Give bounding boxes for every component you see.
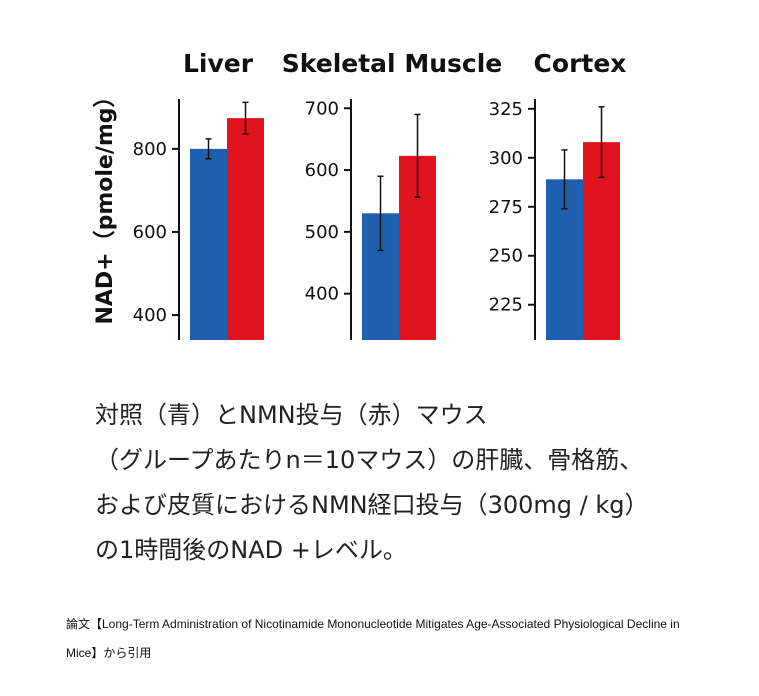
panel-title: Skeletal Muscle xyxy=(282,49,502,78)
y-tick-label: 400 xyxy=(133,305,167,326)
bar-nmn xyxy=(227,118,264,340)
citation-note: 論文【Long-Term Administration of Nicotinam… xyxy=(66,610,726,668)
y-tick-label: 225 xyxy=(489,295,523,316)
y-tick-label: 275 xyxy=(489,197,523,218)
panel-title: Liver xyxy=(183,49,254,78)
caption-line: （グループあたりn＝10マウス）の肝臓、骨格筋、 xyxy=(95,446,644,474)
caption-line: および皮質におけるNMN経口投与（300mg / kg） xyxy=(95,491,649,519)
y-axis-label: NAD+（pmole/mg） xyxy=(93,85,118,324)
y-tick-label: 700 xyxy=(305,98,339,119)
y-tick-label: 250 xyxy=(489,246,523,267)
y-tick-label: 800 xyxy=(133,139,167,160)
citation-line: 論文【Long-Term Administration of Nicotinam… xyxy=(66,617,680,631)
y-tick-label: 400 xyxy=(305,284,339,305)
figure-caption: 対照（青）とNMN投与（赤）マウス （グループあたりn＝10マウス）の肝臓、骨格… xyxy=(95,393,735,573)
caption-line: 対照（青）とNMN投与（赤）マウス xyxy=(95,401,488,429)
y-tick-label: 500 xyxy=(305,222,339,243)
y-tick-label: 325 xyxy=(489,99,523,120)
panel-title: Cortex xyxy=(534,49,627,78)
y-tick-label: 600 xyxy=(305,160,339,181)
y-tick-label: 300 xyxy=(489,148,523,169)
citation-line: Mice】から引用 xyxy=(66,646,152,660)
caption-line: の1時間後のNAD +レベル。 xyxy=(95,536,407,564)
nad-bar-chart-figure: NAD+（pmole/mg） Liver 400 600 800 Skeletal Mu… xyxy=(93,49,627,340)
y-tick-label: 600 xyxy=(133,222,167,243)
bar-control xyxy=(190,148,227,340)
